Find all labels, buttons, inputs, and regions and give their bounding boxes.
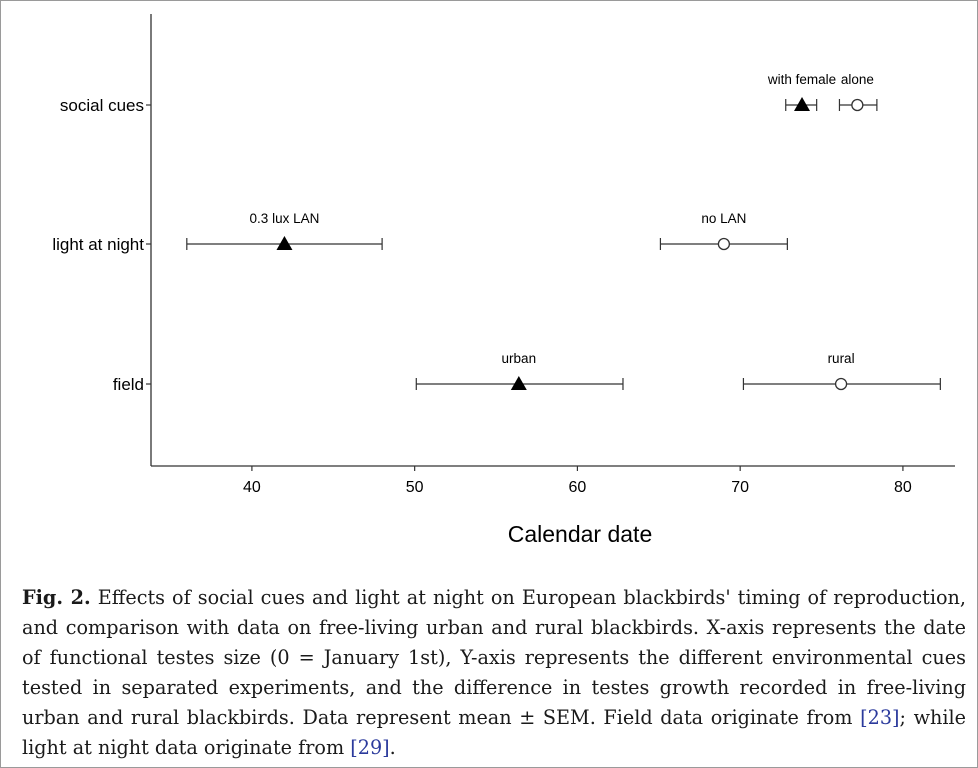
figure-caption: Fig. 2. Effects of social cues and light… — [22, 583, 966, 763]
data-marks: with female alone 0.3 lux LAN no LAN urban ru… — [186, 72, 941, 391]
x-tick-label-60: 60 — [569, 479, 587, 496]
x-tick-label-80: 80 — [894, 479, 912, 496]
y-tick-label-field: field — [113, 375, 144, 394]
y-tick-label-light-at-night: light at night — [52, 235, 144, 254]
marker-rural — [834, 377, 848, 391]
point-label-alone: alone — [841, 72, 874, 87]
reference-link-29[interactable]: [29] — [350, 736, 390, 759]
x-tick-label-40: 40 — [243, 479, 261, 496]
marker-alone — [851, 98, 864, 112]
point-rural: rural — [742, 351, 941, 391]
caption-text: Effects of social cues and light at nigh… — [22, 586, 967, 729]
x-tick-label-50: 50 — [406, 479, 424, 496]
caption-text-mid: ; while light at night data originate fr… — [22, 706, 967, 759]
x-axis-label: Calendar date — [508, 521, 653, 547]
point-label-0-3-lux-lan: 0.3 lux LAN — [250, 211, 320, 226]
point-0-3-lux-lan: 0.3 lux LAN — [186, 211, 383, 250]
y-tick-labels: social cues light at night field — [52, 96, 151, 394]
x-tick-labels: 40 50 60 70 80 — [243, 466, 912, 496]
x-tick-label-70: 70 — [731, 479, 749, 496]
marker-urban — [510, 376, 527, 390]
axes — [150, 14, 955, 467]
point-no-lan: no LAN — [659, 211, 788, 251]
marker-no-lan — [717, 237, 731, 251]
point-label-with-female: with female — [767, 72, 836, 87]
point-with-female: with female — [767, 72, 836, 111]
y-tick-label-social-cues: social cues — [60, 96, 144, 115]
point-alone: alone — [838, 72, 878, 112]
figure-label: Fig. 2. — [22, 586, 91, 609]
point-label-urban: urban — [502, 351, 537, 366]
point-urban: urban — [415, 351, 624, 390]
caption-text-end: . — [389, 736, 396, 759]
point-label-rural: rural — [828, 351, 855, 366]
point-label-no-lan: no LAN — [701, 211, 746, 226]
marker-with-female — [794, 97, 811, 111]
reference-link-23[interactable]: [23] — [860, 706, 900, 729]
dot-plot-chart: social cues light at night field 40 50 60 70 8… — [52, 14, 955, 547]
marker-0-3-lux-lan — [276, 236, 293, 250]
